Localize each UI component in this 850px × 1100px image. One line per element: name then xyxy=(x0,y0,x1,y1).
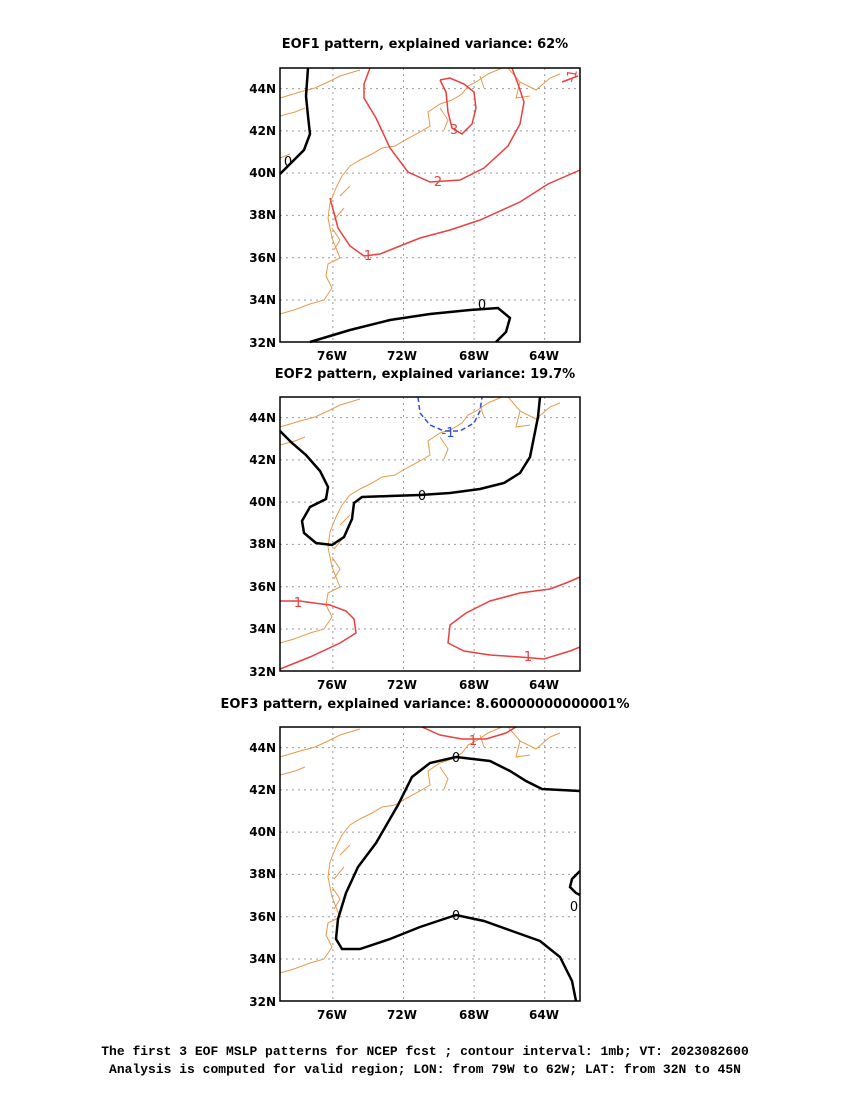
lat-label-44n: 44N xyxy=(249,411,276,425)
eof3-contour-label-zero-east: 0 xyxy=(570,900,578,915)
lat-label-38n: 38N xyxy=(249,208,276,222)
lat-tick-labels: 44N 42N 40N 38N 36N 34N 32N xyxy=(249,82,276,350)
eof1-contour-label-zero-south: 0 xyxy=(478,298,486,313)
lat-tick-labels: 44N 42N 40N 38N 36N 34N 32N xyxy=(249,741,276,1009)
eof1-contour-label-minus-one: -1 xyxy=(564,68,581,83)
contour-labels: 0 3 2 1 0 -1 xyxy=(284,68,581,313)
lat-label-42n: 42N xyxy=(249,783,276,797)
lat-label-32n: 32N xyxy=(249,995,276,1009)
lon-label-72w: 72W xyxy=(387,349,417,362)
lat-label-42n: 42N xyxy=(249,124,276,138)
footer-line-1: The first 3 EOF MSLP patterns for NCEP f… xyxy=(101,1044,749,1059)
lat-label-34n: 34N xyxy=(249,622,276,636)
eof1-contour-label-one: 1 xyxy=(364,249,372,264)
lat-label-44n: 44N xyxy=(249,82,276,96)
grid-lines xyxy=(280,727,580,1001)
lat-label-44n: 44N xyxy=(249,741,276,755)
lon-tick-labels: 76W 72W 68W 64W xyxy=(317,678,559,691)
eof3-contour-label-zero-north: 0 xyxy=(452,751,460,766)
eof3-contour-label-zero-south: 0 xyxy=(452,909,460,924)
eof3-title: EOF3 pattern, explained variance: 8.6000… xyxy=(220,697,630,712)
lon-label-64w: 64W xyxy=(529,349,559,362)
footer-line-2: Analysis is computed for valid region; L… xyxy=(109,1062,741,1077)
eof1-contour-label-three: 3 xyxy=(450,123,458,138)
eof3-map: 44N 42N 40N 38N 36N 34N 32N 76W 72W 68W … xyxy=(240,721,590,1021)
negative-contours xyxy=(417,396,483,432)
lat-label-38n: 38N xyxy=(249,867,276,881)
lon-label-68w: 68W xyxy=(459,678,489,691)
coastline xyxy=(279,67,561,315)
lat-label-36n: 36N xyxy=(249,910,276,924)
lon-label-64w: 64W xyxy=(529,1008,559,1021)
lon-label-72w: 72W xyxy=(387,678,417,691)
positive-contours xyxy=(279,576,581,670)
lon-label-68w: 68W xyxy=(459,349,489,362)
eof2-contour-label-one-east: 1 xyxy=(524,650,532,665)
lat-tick-labels: 44N 42N 40N 38N 36N 34N 32N xyxy=(249,411,276,679)
lon-tick-labels: 76W 72W 68W 64W xyxy=(317,1008,559,1021)
contour-labels: -1 0 1 1 xyxy=(294,426,532,665)
lon-label-64w: 64W xyxy=(529,678,559,691)
lon-label-68w: 68W xyxy=(459,1008,489,1021)
eof2-contour-label-one-west: 1 xyxy=(294,596,302,611)
lat-label-32n: 32N xyxy=(249,665,276,679)
lat-label-42n: 42N xyxy=(249,453,276,467)
eof1-title: EOF1 pattern, explained variance: 62% xyxy=(281,37,569,52)
map-frame xyxy=(279,396,581,672)
lon-label-72w: 72W xyxy=(387,1008,417,1021)
lon-label-76w: 76W xyxy=(317,678,347,691)
map-frame xyxy=(279,726,581,1002)
eof2-title: EOF2 pattern, explained variance: 19.7% xyxy=(274,367,576,382)
eof1-contour-label-zero-west: 0 xyxy=(284,155,292,170)
zero-contour xyxy=(334,755,581,1002)
eof1-contour-label-two: 2 xyxy=(434,175,442,190)
zero-contour xyxy=(279,396,542,547)
lon-label-76w: 76W xyxy=(317,1008,347,1021)
eof3-contour-label-one: 1 xyxy=(469,734,477,749)
contour-labels: 1 0 0 0 xyxy=(452,734,578,924)
lon-tick-labels: 76W 72W 68W 64W xyxy=(317,349,559,362)
eof1-map: 44N 42N 40N 38N 36N 34N 32N 76W 72W 68W … xyxy=(240,62,590,362)
eof2-contour-label-minus-one: -1 xyxy=(442,426,455,441)
lat-label-36n: 36N xyxy=(249,580,276,594)
lat-label-38n: 38N xyxy=(249,537,276,551)
lat-label-40n: 40N xyxy=(249,825,276,839)
lat-label-40n: 40N xyxy=(249,495,276,509)
coastline xyxy=(279,726,561,974)
zero-contour xyxy=(279,67,512,344)
lat-label-34n: 34N xyxy=(249,952,276,966)
grid-lines xyxy=(280,68,580,342)
lon-label-76w: 76W xyxy=(317,349,347,362)
eof2-contour-label-zero: 0 xyxy=(418,489,426,504)
lat-label-36n: 36N xyxy=(249,251,276,265)
eof2-map: 44N 42N 40N 38N 36N 34N 32N 76W 72W 68W … xyxy=(240,391,590,691)
lat-label-32n: 32N xyxy=(249,336,276,350)
positive-contours xyxy=(421,726,517,740)
positive-contours xyxy=(329,67,581,257)
map-frame xyxy=(279,67,581,343)
lat-label-40n: 40N xyxy=(249,166,276,180)
coastline xyxy=(279,396,561,644)
lat-label-34n: 34N xyxy=(249,293,276,307)
